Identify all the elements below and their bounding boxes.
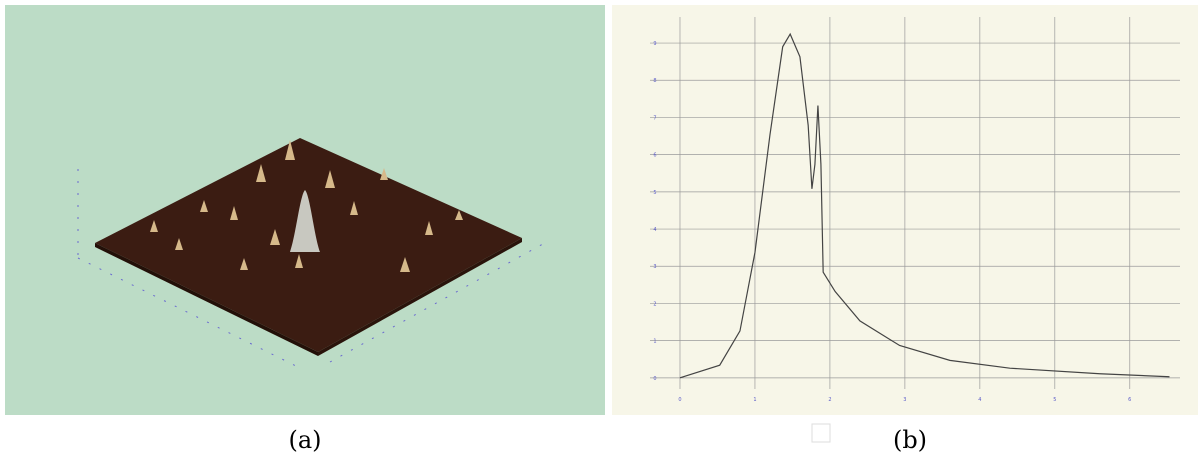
panel-label: (b) [893, 426, 927, 454]
afm-surface [95, 138, 522, 356]
x-tick-label: 2 [828, 397, 831, 403]
data-line [679, 32, 1170, 379]
watermark [811, 423, 831, 443]
x-tick-label: 1 [753, 397, 756, 403]
panel-label: (a) [288, 426, 321, 454]
y-tick-label: 6 [653, 153, 656, 159]
y-tick-label: 0 [653, 376, 656, 382]
y-tick-label: 9 [653, 41, 656, 47]
y-tick-label: 2 [653, 301, 656, 307]
y-tick-label: 7 [653, 115, 656, 121]
x-tick-label: 3 [903, 397, 906, 403]
x-tick-label: 6 [1128, 397, 1131, 403]
y-tick-label: 1 [653, 339, 656, 345]
x-tick-label: 0 [678, 397, 681, 403]
y-tick-label: 8 [653, 78, 656, 84]
y-tick-label: 5 [653, 190, 656, 196]
x-tick-label: 4 [978, 397, 981, 403]
x-tick-label: 5 [1053, 397, 1056, 403]
y-tick-label: 3 [653, 264, 656, 270]
y-tick-label: 4 [653, 227, 656, 233]
